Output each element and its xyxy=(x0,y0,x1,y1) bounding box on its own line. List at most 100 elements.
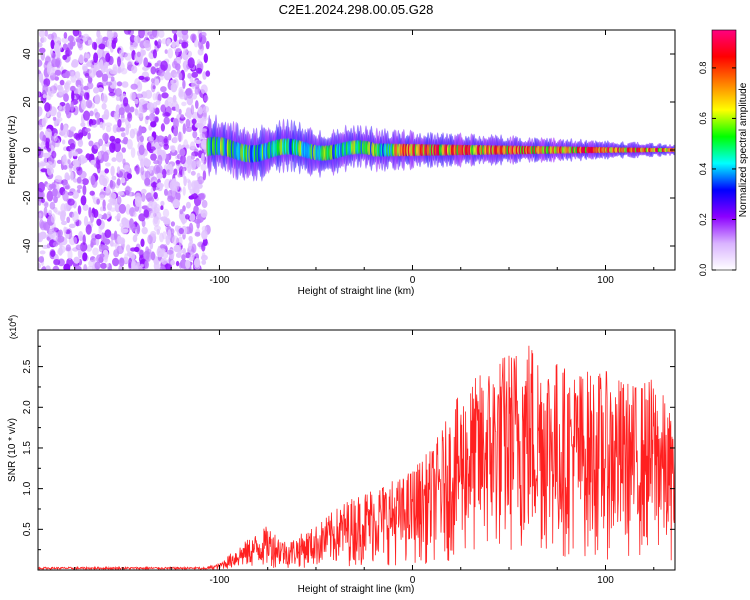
spectrogram-noise-cell xyxy=(160,86,167,93)
spectrogram-noise-cell xyxy=(101,73,109,82)
spectrogram-y-tick-label: 0 xyxy=(22,147,33,153)
spectrogram-noise-cell xyxy=(166,96,174,103)
spectrogram-noise-cell xyxy=(98,244,105,250)
spectrogram-noise-cell xyxy=(83,264,88,270)
spectrogram-noise-cell xyxy=(101,103,107,110)
spectrogram-noise-cell xyxy=(90,241,94,248)
spectrogram-noise-cell xyxy=(171,30,178,34)
spectrogram-noise-cell xyxy=(88,67,96,79)
spectrogram-noise-cell xyxy=(205,40,210,50)
spectrogram-noise-cell xyxy=(43,206,48,217)
spectrogram-noise-cell xyxy=(153,192,158,200)
spectrogram-noise-cell xyxy=(122,158,126,165)
spectrogram-noise-cell xyxy=(96,48,103,59)
colorbar-tick-label: 0.8 xyxy=(698,62,708,75)
spectrogram-noise-cell xyxy=(46,164,53,176)
spectrogram-noise-cell xyxy=(182,186,186,196)
spectrogram-noise-cell xyxy=(44,102,51,112)
snr-frame xyxy=(37,329,676,571)
spectrogram-x-tick-label: -100 xyxy=(209,275,229,286)
spectrogram-noise-cell xyxy=(91,41,97,50)
spectrogram-noise-cell xyxy=(156,172,163,179)
spectrogram-noise-cell xyxy=(181,30,189,36)
spectrogram-noise-cell xyxy=(196,80,202,85)
spectrogram-noise-cell xyxy=(116,81,123,87)
spectrogram-noise-cell xyxy=(71,90,75,102)
spectrogram-noise-cell xyxy=(123,97,129,107)
spectrogram-noise-cell xyxy=(39,191,45,200)
spectrogram-noise-cell xyxy=(200,209,208,218)
spectrogram-noise-cell xyxy=(70,150,75,157)
spectrogram-noise-cell xyxy=(156,135,165,142)
spectrogram-noise-cell xyxy=(72,211,79,223)
spectrogram-noise-cell xyxy=(150,146,156,151)
spectrogram-noise-cell xyxy=(150,182,158,188)
spectrogram-noise-cell xyxy=(96,118,100,125)
spectrogram-noise-cell xyxy=(105,125,112,133)
spectrogram-noise-cell xyxy=(193,257,201,268)
spectrogram-noise-cell xyxy=(56,111,62,119)
spectrogram-y-tick-label: 40 xyxy=(22,48,33,60)
spectrogram-noise-cell xyxy=(92,247,99,256)
spectrogram-noise-cell xyxy=(109,69,118,75)
snr-series-line xyxy=(38,345,675,570)
spectrogram-noise-cell xyxy=(175,63,181,71)
spectrogram-noise-cell xyxy=(38,146,42,157)
spectrogram-noise-cell xyxy=(116,196,122,205)
spectrogram-y-tick-label: 20 xyxy=(22,96,33,108)
spectrogram-noise-cell xyxy=(74,265,82,270)
spectrogram-noise-cell xyxy=(192,130,198,139)
spectrogram-noise-cell xyxy=(54,175,63,183)
spectrogram-noise-cell xyxy=(84,57,89,63)
spectrogram-noise-cell xyxy=(106,39,112,49)
spectrogram-noise-cell xyxy=(38,124,43,131)
spectrogram-noise-cell xyxy=(84,72,90,78)
spectrogram-noise-cell xyxy=(72,30,80,37)
spectrogram-noise-cell xyxy=(102,36,109,41)
spectrogram-noise-cell xyxy=(49,201,56,210)
spectrogram-noise-cell xyxy=(157,145,162,154)
spectrogram-noise-cell xyxy=(170,145,176,153)
spectrogram-noise-cell xyxy=(164,263,172,270)
spectrogram-noise-cell xyxy=(110,76,115,82)
spectrogram-noise-cell xyxy=(158,69,166,77)
spectrogram-noise-cell xyxy=(203,95,209,102)
spectrogram-noise-cell xyxy=(153,164,161,175)
spectrogram-noise-cell xyxy=(77,84,81,94)
spectrogram-noise-cell xyxy=(131,261,138,270)
snr-y-tick-label: 0.5 xyxy=(22,522,33,536)
spectrogram-noise-cell xyxy=(125,244,131,253)
spectrogram-noise-cell xyxy=(201,259,207,265)
spectrogram-noise-cell xyxy=(154,107,160,115)
spectrogram-noise-cell xyxy=(89,212,95,223)
spectrogram-noise-cell xyxy=(107,202,112,211)
spectrogram-noise-cell xyxy=(61,155,67,166)
spectrogram-noise-cell xyxy=(201,225,208,232)
spectrogram-noise-cell xyxy=(89,190,95,196)
spectrogram-noise-cell xyxy=(180,154,186,165)
spectrogram-noise-cell xyxy=(59,79,65,86)
spectrogram-noise-cell xyxy=(56,159,63,164)
spectrogram-noise-cell xyxy=(77,39,83,49)
spectrogram-noise-cell xyxy=(154,62,159,67)
spectrogram-noise-cell xyxy=(194,86,201,95)
spectrogram-noise-cell xyxy=(150,120,157,128)
spectrogram-noise-cell xyxy=(42,93,47,99)
spectrogram-noise-cell xyxy=(188,242,192,251)
spectrogram-y-label: Frequency (Hz) xyxy=(7,116,18,185)
spectrogram-noise-cell xyxy=(126,139,133,150)
spectrogram-noise-cell xyxy=(170,228,175,235)
spectrogram-noise-cell xyxy=(140,158,144,168)
spectrogram-noise-cell xyxy=(39,219,44,229)
spectrogram-noise-cell xyxy=(126,251,133,257)
spectrogram-noise-cell xyxy=(62,190,69,202)
spectrogram-noise-cell xyxy=(148,136,154,142)
spectrogram-noise-cell xyxy=(147,197,155,203)
spectrogram-noise-cell xyxy=(101,93,108,104)
spectrogram-noise-cell xyxy=(133,246,140,253)
spectrogram-noise-cell xyxy=(38,42,43,48)
spectrogram-noise-cell xyxy=(111,175,117,181)
spectrogram-y-tick-label: -20 xyxy=(22,190,33,205)
spectrogram-noise-cell xyxy=(50,58,59,68)
spectrogram-noise-cell xyxy=(62,127,69,138)
